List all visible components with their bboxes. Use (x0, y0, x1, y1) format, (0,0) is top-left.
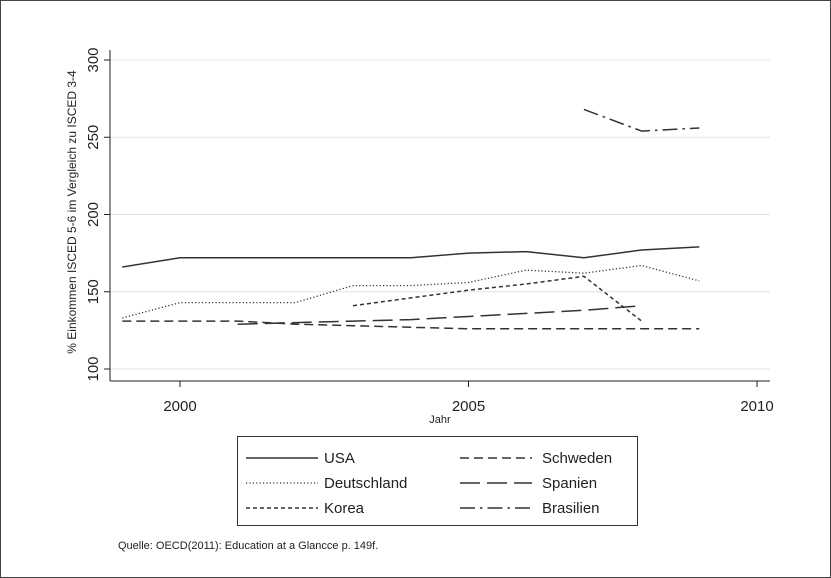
y-axis-label: % Einkommen ISCED 5-6 im Vergleich zu IS… (65, 70, 79, 354)
y-tick-label-250: 250 (85, 125, 102, 150)
y-tick-label-200: 200 (85, 202, 102, 227)
axes (109, 50, 770, 382)
y-ticks: 100 150 200 250 300 (85, 47, 110, 382)
source-note: Quelle: OECD(2011): Education at a Glanc… (118, 540, 379, 552)
legend-label-usa: USA (324, 449, 355, 467)
x-tick-label-2005: 2005 (452, 398, 485, 415)
gridlines (110, 59, 770, 370)
legend-item-schweden: Schweden (460, 447, 612, 469)
series-line-usa (122, 246, 700, 268)
legend: USA Deutschland Korea Schweden Spanien Brasil… (237, 436, 638, 526)
legend-swatch-spanien (460, 482, 532, 484)
x-ticks: 2000 2005 2010 (163, 381, 774, 415)
legend-label-spanien: Spanien (542, 474, 598, 492)
legend-swatch-usa (246, 457, 318, 459)
legend-swatch-brasilien (460, 507, 532, 509)
series-lines (122, 108, 700, 330)
series-line-schweden (122, 320, 700, 330)
legend-label-deutschland: Deutschland (324, 474, 408, 492)
series-line-spanien (237, 304, 642, 325)
y-tick-label-300: 300 (85, 47, 102, 72)
x-tick-label-2010: 2010 (740, 398, 773, 415)
legend-item-spanien: Spanien (460, 472, 597, 494)
legend-swatch-deutschland (246, 482, 318, 484)
legend-swatch-schweden (460, 457, 532, 459)
series-line-deutschland (122, 264, 700, 319)
legend-item-korea: Korea (246, 497, 364, 519)
y-tick-label-150: 150 (85, 279, 102, 304)
legend-item-usa: USA (246, 447, 355, 469)
y-tick-label-100: 100 (85, 356, 102, 381)
series-line-brasilien (583, 108, 700, 132)
x-tick-label-2000: 2000 (163, 398, 196, 415)
x-axis-label: Jahr (429, 414, 451, 426)
legend-item-brasilien: Brasilien (460, 497, 600, 519)
legend-label-brasilien: Brasilien (542, 499, 600, 517)
legend-swatch-korea (246, 507, 318, 509)
legend-label-korea: Korea (324, 499, 365, 517)
legend-label-schweden: Schweden (542, 449, 613, 467)
legend-item-deutschland: Deutschland (246, 472, 407, 494)
